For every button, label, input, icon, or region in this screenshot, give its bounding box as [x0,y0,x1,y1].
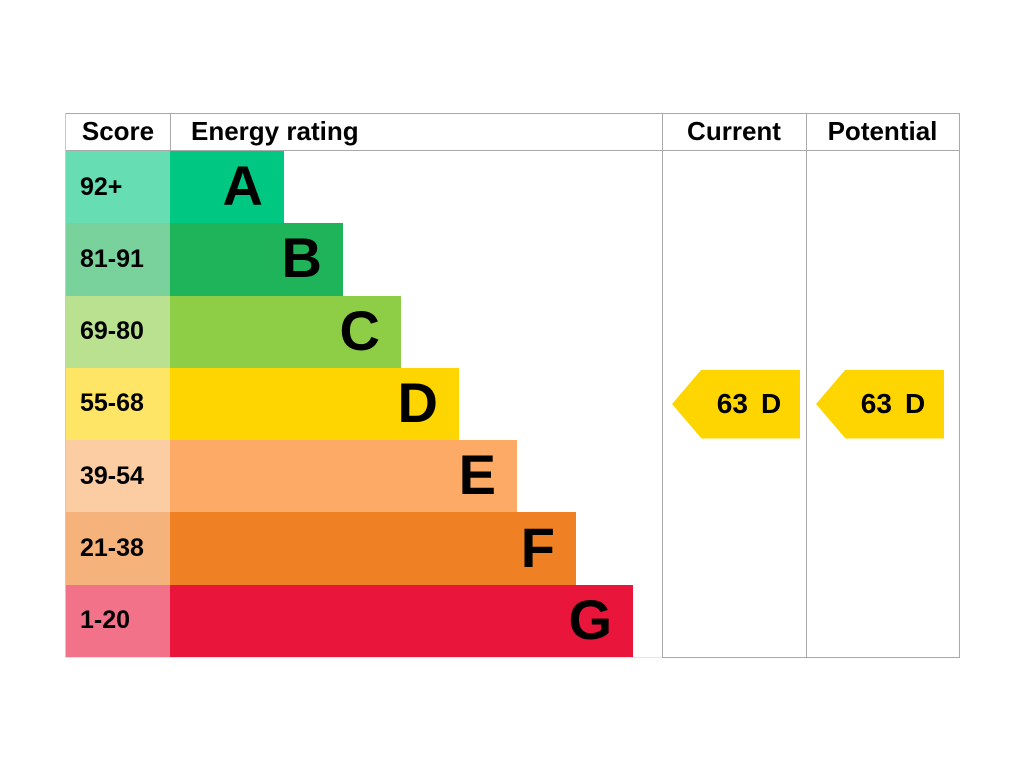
current-rating-letter: D [760,388,782,419]
band-row-a: 92+ A [66,151,959,224]
current-rating-arrow: 63 D [672,369,800,439]
band-bar-d: D [170,367,459,441]
band-score-range: 81-91 [66,223,170,296]
band-score-range: 1-20 [66,584,170,657]
band-bar-b: B [170,223,343,296]
header-score: Score [81,116,155,146]
band-letter: A [222,154,263,218]
header-current: Current [687,116,781,146]
band-score-range: 55-68 [66,367,170,441]
current-rating-value: 63 [716,388,748,419]
band-bar-c: C [170,295,401,368]
band-score-range: 21-38 [66,512,170,585]
band-row-e: 39-54 E [66,440,959,513]
band-row-f: 21-38 F [66,512,959,585]
band-score-range: 69-80 [66,295,170,368]
table-right-border [959,113,960,657]
band-letter: C [339,298,380,362]
band-letter: B [281,226,322,290]
band-row-b: 81-91 B [66,223,959,296]
potential-rating-arrow: 63 D [816,369,944,439]
potential-rating-letter: D [904,388,926,419]
table-left-border [65,113,66,657]
band-bar-a: A [170,151,284,224]
band-rows: 92+ A 81-91 B 69-80 C 55-68 D 39-54 [66,151,959,657]
potential-column-left-border [806,113,807,657]
band-bar-g: G [170,584,633,657]
band-row-c: 69-80 C [66,295,959,368]
bottom-border-left [65,657,662,658]
header-energy-rating: Energy rating [191,116,359,146]
table-top-border [65,113,959,114]
band-bar-f: F [170,512,576,585]
potential-rating-value: 63 [860,388,892,419]
band-score-range: 39-54 [66,440,170,513]
band-bar-e: E [170,440,517,513]
score-column-separator [170,113,171,150]
band-letter: D [397,370,438,434]
header-potential: Potential [827,116,938,146]
header-bottom-border [65,150,959,151]
band-letter: G [568,587,612,651]
band-score-range: 92+ [66,151,170,224]
bottom-border-right [662,657,960,658]
band-letter: F [520,515,555,579]
current-column-left-border [662,113,663,657]
band-row-d: 55-68 D [66,367,959,441]
band-row-g: 1-20 G [66,584,959,657]
band-letter: E [458,443,496,507]
epc-rating-chart: Score Energy rating Current Potential 92… [65,113,960,658]
